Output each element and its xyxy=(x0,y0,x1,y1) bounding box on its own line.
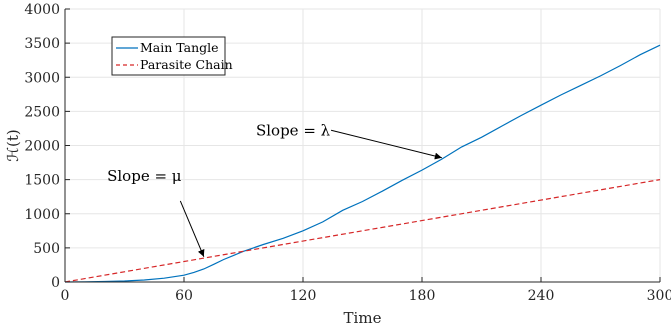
legend-box xyxy=(111,36,226,76)
y-tick-label: 2000 xyxy=(24,139,60,155)
x-tick-label: 60 xyxy=(175,288,193,304)
y-tick-label: 1000 xyxy=(24,207,60,223)
legend: Main Tangle Parasite Chain xyxy=(111,36,233,76)
x-tick-label: 300 xyxy=(647,288,671,304)
y-tick-label: 0 xyxy=(51,275,60,291)
y-tick-label: 4000 xyxy=(24,2,60,18)
y-tick-label: 3000 xyxy=(24,70,60,86)
legend-label-main-tangle: Main Tangle xyxy=(140,40,219,55)
y-tick-label: 1500 xyxy=(24,173,60,189)
tick-labels: 0 60 120 180 240 3000500100015002000250030003… xyxy=(24,2,671,304)
x-axis-label: Time xyxy=(344,309,382,327)
parasite-chain-line xyxy=(64,179,661,283)
annotation-arrow-lambda xyxy=(330,129,442,160)
y-tick-label: 500 xyxy=(33,241,60,257)
annotation-slope-lambda: Slope = λ xyxy=(256,121,331,139)
y-tick-label: 2500 xyxy=(24,104,60,120)
y-axis-label: ℋ(t) xyxy=(4,129,22,162)
annotations: Slope = λ Slope = μ xyxy=(107,121,442,257)
x-tick-label: 240 xyxy=(528,288,555,304)
main-tangle-line xyxy=(64,44,661,283)
grid xyxy=(64,8,661,283)
y-tick-label: 3500 xyxy=(24,36,60,52)
x-tick-label: 120 xyxy=(290,288,317,304)
plot-series xyxy=(64,44,661,283)
axes xyxy=(64,8,661,283)
legend-label-parasite-chain: Parasite Chain xyxy=(140,57,233,72)
x-tick-label: 0 xyxy=(61,288,70,304)
x-tick-label: 180 xyxy=(409,288,436,304)
annotation-slope-mu: Slope = μ xyxy=(107,167,182,185)
annotation-arrow-mu xyxy=(179,200,205,257)
